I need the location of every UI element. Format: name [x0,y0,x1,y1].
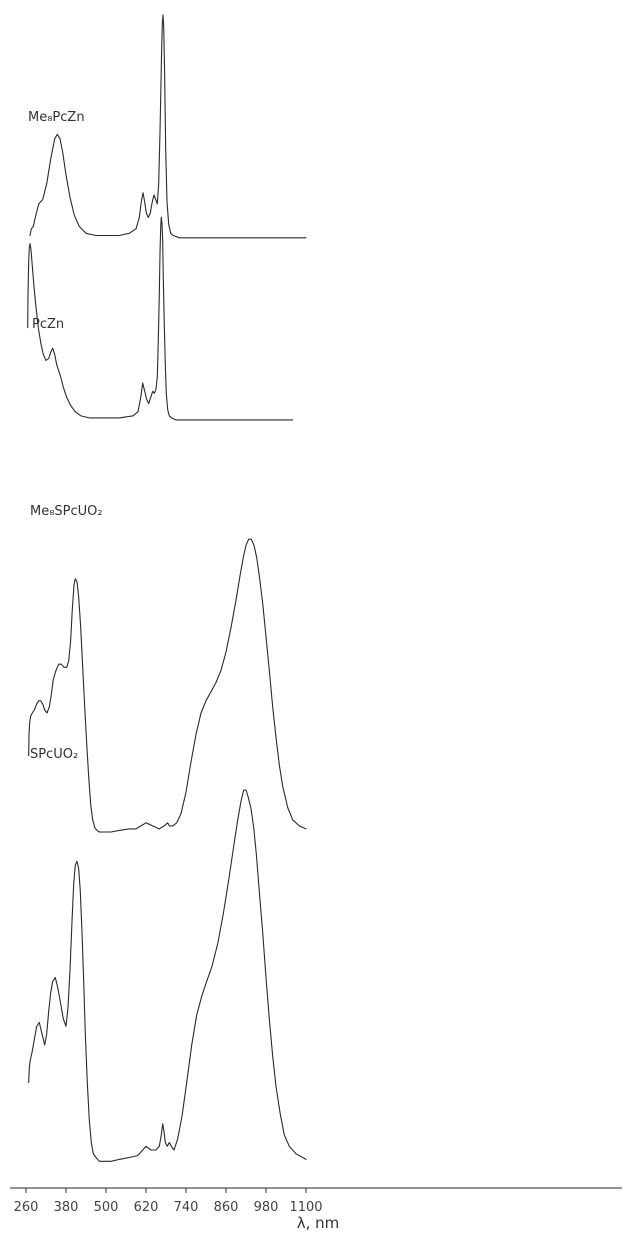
x-tick-label: 980 [254,1200,279,1215]
x-tick-label: 740 [174,1200,199,1215]
x-tick-label: 260 [14,1200,39,1215]
x-axis-ticks: 260 380 500 620 740 860 980 1100 [14,1188,323,1215]
series-label-spcuo2: SPcUO₂ [30,747,78,762]
x-axis-label: λ, nm [297,1214,340,1232]
series-line-4 [28,789,307,1162]
series-line-3 [28,538,307,833]
x-tick-label: 380 [54,1200,79,1215]
series-line-2 [27,216,294,421]
x-tick-label: 500 [94,1200,119,1215]
series-label-me8spcuo2: Me₈SPcUO₂ [30,504,103,519]
series-line-1 [29,14,307,239]
series-label-pczn: PcZn [32,317,64,332]
spectra-traces [27,14,307,1162]
x-tick-label: 620 [134,1200,159,1215]
x-tick-label: 860 [214,1200,239,1215]
series-label-me8pczn: Me₈PcZn [28,110,85,125]
x-tick-label: 1100 [289,1200,322,1215]
